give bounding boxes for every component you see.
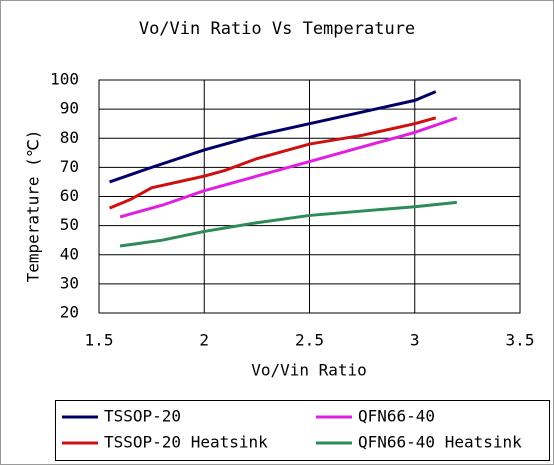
x-axis-label: Vo/Vin Ratio	[251, 361, 367, 380]
y-tick-label: 90	[60, 99, 79, 118]
legend-box	[55, 400, 550, 461]
y-tick-label: 60	[60, 186, 79, 205]
y-tick-label: 80	[60, 128, 79, 147]
chart-title: Vo/Vin Ratio Vs Temperature	[139, 19, 415, 39]
legend-label: TSSOP-20 Heatsink	[104, 433, 268, 452]
series-line	[119, 116, 458, 219]
series-line	[119, 200, 458, 248]
y-tick-label: 100	[50, 70, 79, 89]
x-tick-label: 2.5	[295, 331, 324, 350]
series-line	[108, 116, 437, 210]
y-tick-label: 50	[60, 215, 79, 234]
y-axis-label: Temperature (℃)	[24, 130, 43, 283]
legend-label: QFN66-40 Heatsink	[358, 433, 522, 452]
legend-label: QFN66-40	[358, 407, 435, 426]
y-tick-label: 30	[60, 273, 79, 292]
y-tick-label: 40	[60, 244, 79, 263]
legend-label: TSSOP-20	[104, 407, 181, 426]
x-tick-label: 2	[199, 331, 209, 350]
y-tick-label: 70	[60, 157, 79, 176]
y-tick-label: 20	[60, 303, 79, 322]
x-tick-label: 3	[410, 331, 420, 350]
x-tick-label: 3.5	[506, 331, 535, 350]
series-line	[109, 90, 437, 184]
x-tick-label: 1.5	[85, 331, 114, 350]
